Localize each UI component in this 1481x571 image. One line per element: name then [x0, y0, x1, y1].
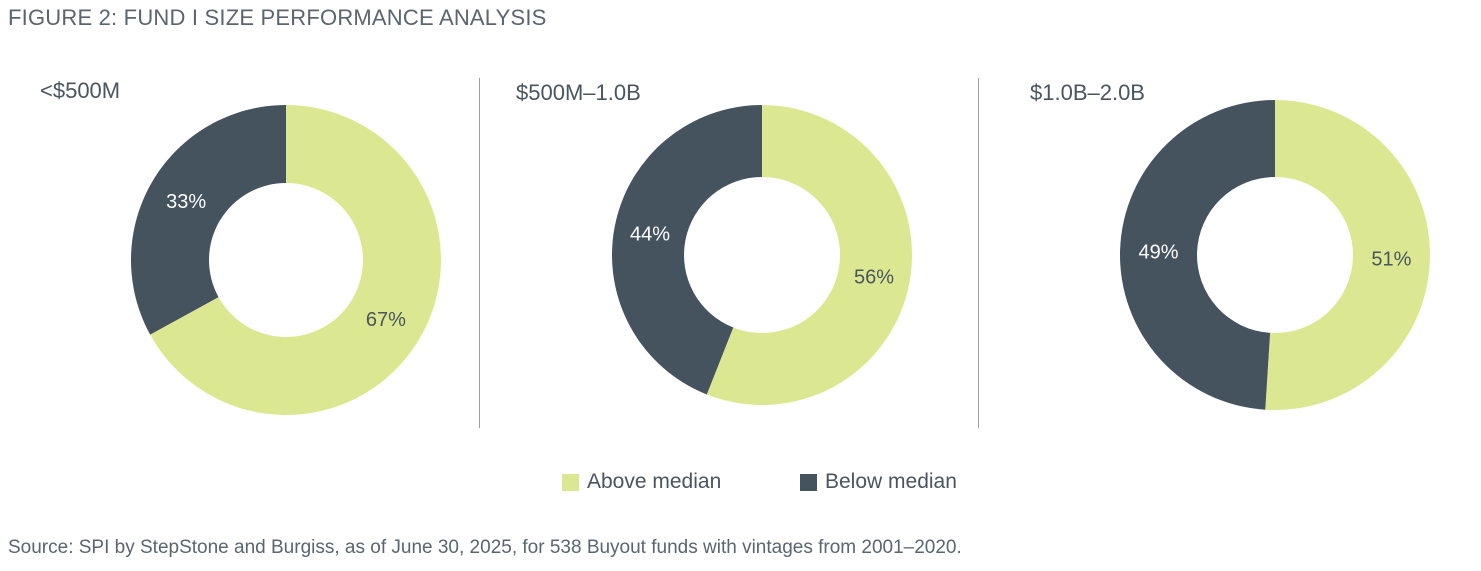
donut-1-label-below: 33% — [166, 191, 206, 213]
legend-label-below: Below median — [825, 470, 957, 493]
donut-3-slice-below — [1120, 100, 1275, 410]
panel-divider-2 — [978, 78, 979, 428]
legend-swatch-below — [800, 473, 817, 491]
donut-3-label-below: 49% — [1139, 241, 1179, 263]
donut-2-label-below: 44% — [630, 224, 670, 246]
legend-below: Below median — [800, 469, 957, 495]
donut-1-slice-below — [131, 105, 286, 335]
legend-swatch-above — [562, 473, 579, 491]
figure-title: FIGURE 2: FUND I SIZE PERFORMANCE ANALYS… — [8, 5, 547, 30]
panel-title-1: <$500M — [40, 78, 121, 103]
donut-2-label-above: 56% — [854, 266, 894, 288]
donut-3-slice-above — [1265, 100, 1431, 410]
legend-label-above: Above median — [587, 470, 722, 493]
panel-divider-1 — [479, 78, 480, 428]
donut-1-slice-above — [150, 105, 441, 416]
source-note: Source: SPI by StepStone and Burgiss, as… — [8, 537, 962, 558]
panel-title-3: $1.0B–2.0B — [1030, 80, 1145, 105]
donut-1-label-above: 67% — [366, 309, 406, 331]
donut-3-label-above: 51% — [1371, 249, 1411, 271]
donut-2-slice-below — [612, 105, 762, 395]
panel-title-2: $500M–1.0B — [516, 80, 641, 105]
donut-2-slice-above — [706, 105, 913, 405]
legend: Above median — [562, 469, 721, 495]
